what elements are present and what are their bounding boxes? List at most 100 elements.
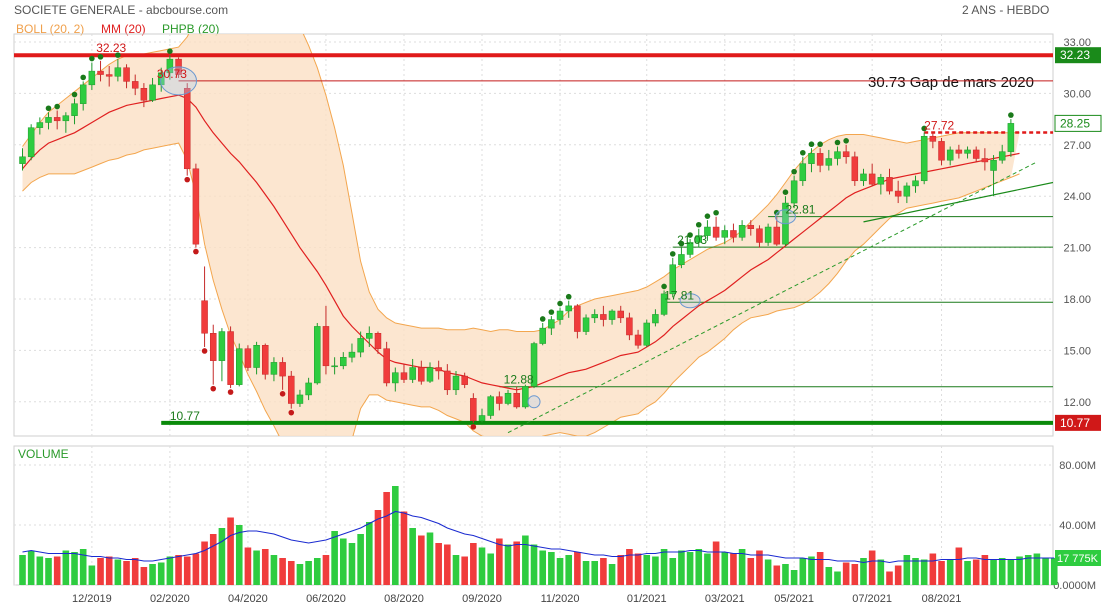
volume-bar [287,561,295,585]
x-tick-label: 07/2021 [852,593,892,605]
candle-body [236,348,243,385]
candle-body [253,345,260,368]
volume-bar [556,558,564,585]
volume-panel-title: VOLUME [18,447,69,461]
volume-bar [920,559,928,585]
volume-bar [322,555,330,585]
candle-body [461,375,468,385]
volume-bar [36,556,44,585]
volume-bar [712,541,720,585]
candle-body [183,88,191,170]
volume-bar [192,553,200,585]
volume-bar [123,561,130,585]
candle-body [695,235,703,243]
volume-bar [183,556,191,585]
volume-bar [513,541,520,585]
volume-bar [79,549,87,585]
candle-body [478,415,486,421]
candle-body [894,190,902,197]
candle-body [686,242,694,255]
candle-body [591,314,598,319]
candle-body [348,351,356,358]
price-plot-area [14,34,1053,436]
candle-body [1007,123,1015,152]
volume-tick-label: 80.00M [1059,460,1096,472]
volume-bar [591,561,599,585]
candle-body [652,314,659,324]
price-tick-label: 30.00 [1063,88,1091,100]
phpb-low-marker [210,385,217,392]
phpb-high-marker [54,103,60,110]
candle-body [912,180,919,187]
volume-bar [574,552,581,585]
x-tick-label: 09/2020 [462,593,502,605]
candle-body [972,149,980,159]
volume-bar [912,558,919,585]
phpb-low-marker [201,348,208,354]
volume-bar [27,550,35,585]
level-label: 17.81 [664,288,694,302]
candle-body [946,149,954,161]
candle-body [790,180,798,204]
volume-bar [643,555,651,585]
volume-bar [548,552,555,585]
volume-bar [374,510,382,585]
candle-body [209,333,217,361]
x-tick-label: 08/2021 [922,593,962,605]
candle-body [374,333,382,349]
candle-body [660,293,668,315]
phpb-high-marker [782,189,789,195]
candle-body [409,367,416,380]
volume-bar [1024,555,1032,585]
candle-body [738,225,746,238]
price-tick-label: 21.00 [1063,243,1091,255]
candle-body [868,173,876,185]
gap-annotation: 30.73 Gap de mars 2020 [868,74,1034,91]
candle-body [530,343,538,387]
resistance-badge-text: 32.23 [1060,48,1090,62]
volume-bar [660,549,668,585]
candle-body [513,392,520,408]
candle-body [825,158,833,166]
candle-body [444,370,451,391]
candle-body [487,396,494,416]
candle-body [721,230,729,238]
bollinger-upper-line [22,34,1020,333]
candle-body [305,382,312,396]
volume-bar [261,549,269,585]
volume-bar [1016,556,1023,585]
volume-bar [990,559,997,585]
last-price-badge [1055,115,1101,132]
candle-body [270,362,278,375]
candle-body [97,70,104,75]
volume-bar [946,559,954,585]
volume-bar [730,553,737,585]
candle-body [400,372,408,380]
chart-title: SOCIETE GENERALE - abcbourse.com [14,3,229,17]
candle-body [903,185,911,197]
candle-body [314,326,321,384]
volume-bar [400,511,408,585]
volume-bar [782,564,789,585]
phpb-high-marker [669,251,676,257]
dashed-trendline [507,161,1038,434]
candle-body [600,314,607,320]
candle-body [617,310,624,319]
volume-bar [487,553,494,585]
volume-bar [626,549,633,585]
candle-body [62,115,70,122]
volume-bar [1007,559,1015,585]
candle-body [998,151,1006,161]
candle-body [556,310,564,320]
volume-bar [339,538,347,585]
volume-bar [71,552,78,585]
candle-body [842,151,850,158]
phpb-high-marker [89,55,95,62]
price-tick-label: 33.00 [1063,37,1091,49]
candle-body [608,310,616,320]
volume-bar [105,556,113,585]
phpb-low-marker [227,389,234,395]
candle-body [105,74,113,77]
phpb-high-marker [921,125,927,132]
phpb-high-marker [834,139,841,146]
